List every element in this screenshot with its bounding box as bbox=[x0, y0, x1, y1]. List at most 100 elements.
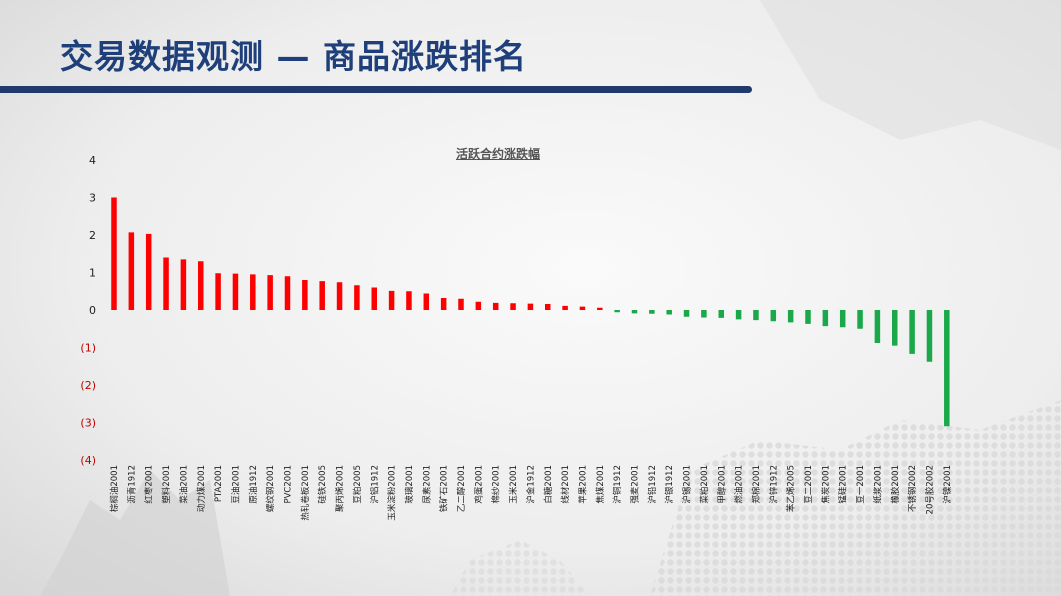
x-tick-label: 焦炭2001 bbox=[820, 465, 831, 504]
bar bbox=[562, 305, 568, 311]
bar bbox=[805, 310, 811, 324]
bar bbox=[215, 273, 221, 310]
bar bbox=[371, 287, 377, 310]
x-tick-label: 白糖2001 bbox=[543, 465, 554, 504]
bar bbox=[180, 259, 187, 311]
x-tick-label: 棉纱2001 bbox=[491, 465, 502, 504]
x-tick-label: 沪锡2001 bbox=[682, 465, 693, 504]
bar bbox=[787, 310, 794, 323]
y-axis: 4 3 2 1 0 (1) (2) (3) (4) bbox=[80, 154, 96, 467]
bar bbox=[302, 280, 308, 310]
bar bbox=[319, 281, 325, 311]
y-tick-label: (2) bbox=[80, 379, 96, 392]
bar bbox=[250, 274, 256, 311]
x-tick-label: 聚丙烯2001 bbox=[335, 465, 346, 512]
y-tick-label: (1) bbox=[80, 342, 96, 355]
x-tick-label: 鸡蛋2001 bbox=[473, 465, 484, 504]
x-tick-label: 热轧卷板2001 bbox=[300, 465, 311, 521]
x-tick-label: 焦煤2001 bbox=[595, 465, 606, 504]
x-tick-label: 玉米淀粉2001 bbox=[387, 465, 398, 521]
title-underline-bar bbox=[0, 86, 752, 93]
y-tick-label: 2 bbox=[89, 229, 96, 242]
x-tick-label: 苹果2001 bbox=[577, 465, 588, 504]
bar bbox=[406, 291, 412, 310]
bar bbox=[163, 257, 169, 310]
bar bbox=[267, 275, 273, 311]
bar bbox=[354, 285, 360, 310]
bar bbox=[458, 298, 464, 310]
y-tick-label: (3) bbox=[80, 417, 96, 430]
bar bbox=[597, 307, 603, 310]
bar bbox=[145, 233, 152, 310]
bar bbox=[614, 310, 620, 313]
x-tick-label: 苯乙烯2005 bbox=[786, 465, 797, 512]
x-tick-label: 菜粕2001 bbox=[699, 465, 710, 504]
bar bbox=[909, 310, 915, 354]
bar bbox=[198, 261, 204, 310]
x-tick-label: 玻璃2001 bbox=[404, 465, 415, 504]
bar bbox=[284, 276, 291, 310]
x-tick-label: 红枣2001 bbox=[144, 465, 155, 504]
x-tick-label: 螺纹钢2001 bbox=[265, 465, 276, 512]
x-tick-label: 沪金1912 bbox=[525, 465, 536, 504]
x-tick-label: 乙二醇2001 bbox=[456, 465, 467, 512]
x-tick-label: 棕榈油2001 bbox=[109, 465, 120, 512]
x-tick-label: 塑料2001 bbox=[161, 465, 172, 504]
bar bbox=[735, 310, 742, 320]
bar bbox=[388, 290, 395, 311]
x-tick-label: 燃油2001 bbox=[734, 465, 745, 504]
x-tick-label: PTA2001 bbox=[214, 465, 224, 502]
x-tick-label: 不锈钢2002 bbox=[907, 465, 918, 512]
y-tick-label: (4) bbox=[80, 454, 96, 467]
x-tick-label: 硅铁2005 bbox=[317, 465, 328, 504]
x-tick-label: 尿素2001 bbox=[421, 465, 432, 504]
x-tick-label: PVC2001 bbox=[284, 465, 294, 504]
y-tick-label: 0 bbox=[89, 304, 96, 317]
bar bbox=[666, 310, 672, 315]
bar bbox=[926, 310, 933, 362]
bar bbox=[701, 310, 707, 318]
bar bbox=[336, 282, 343, 310]
y-tick-label: 1 bbox=[89, 267, 96, 280]
bar bbox=[440, 298, 447, 310]
y-tick-label: 3 bbox=[89, 192, 96, 205]
bar bbox=[822, 310, 829, 327]
bar bbox=[631, 310, 638, 314]
bar bbox=[579, 306, 586, 311]
bar bbox=[492, 302, 499, 311]
bar bbox=[423, 293, 430, 310]
bar bbox=[545, 304, 551, 310]
bar bbox=[232, 273, 239, 311]
x-axis-labels: 棕榈油2001 沥青1912 红枣2001 塑料2001 菜油2001 动力煤2001 PT… bbox=[109, 465, 953, 521]
y-tick-label: 4 bbox=[89, 154, 96, 167]
bar bbox=[128, 232, 135, 311]
bar bbox=[874, 310, 881, 343]
bar bbox=[753, 310, 759, 321]
x-tick-label: 郑棉2001 bbox=[751, 465, 762, 504]
x-tick-label: 橡胶2001 bbox=[890, 465, 901, 504]
x-tick-label: 纸浆2001 bbox=[872, 465, 883, 504]
bar bbox=[944, 310, 950, 427]
x-tick-label: 沪镍2001 bbox=[942, 465, 953, 504]
x-tick-label: 沪银1912 bbox=[664, 465, 675, 504]
x-tick-label: 线材2001 bbox=[560, 465, 571, 504]
x-tick-label: 锰硅2001 bbox=[838, 465, 849, 504]
bar bbox=[649, 310, 655, 314]
bar bbox=[683, 310, 690, 317]
x-tick-label: 沪铜1912 bbox=[612, 465, 623, 504]
page-title: 交易数据观测 — 商品涨跌排名 bbox=[60, 37, 527, 76]
x-tick-label: 沪铅1912 bbox=[647, 465, 658, 504]
chart-title: 活跃合约涨跌幅 bbox=[455, 147, 540, 161]
x-tick-label: 强麦2001 bbox=[630, 465, 641, 504]
bar bbox=[892, 310, 898, 346]
bar bbox=[770, 310, 777, 322]
x-tick-label: 沥青1912 bbox=[126, 465, 137, 504]
bar-series bbox=[111, 197, 950, 427]
x-tick-label: 20号胶2002 bbox=[924, 465, 935, 514]
x-tick-label: 原油1912 bbox=[248, 465, 259, 504]
x-tick-label: 菜油2001 bbox=[178, 465, 189, 504]
x-tick-label: 豆二2001 bbox=[804, 465, 814, 504]
x-tick-label: 沪铝1912 bbox=[369, 465, 380, 504]
